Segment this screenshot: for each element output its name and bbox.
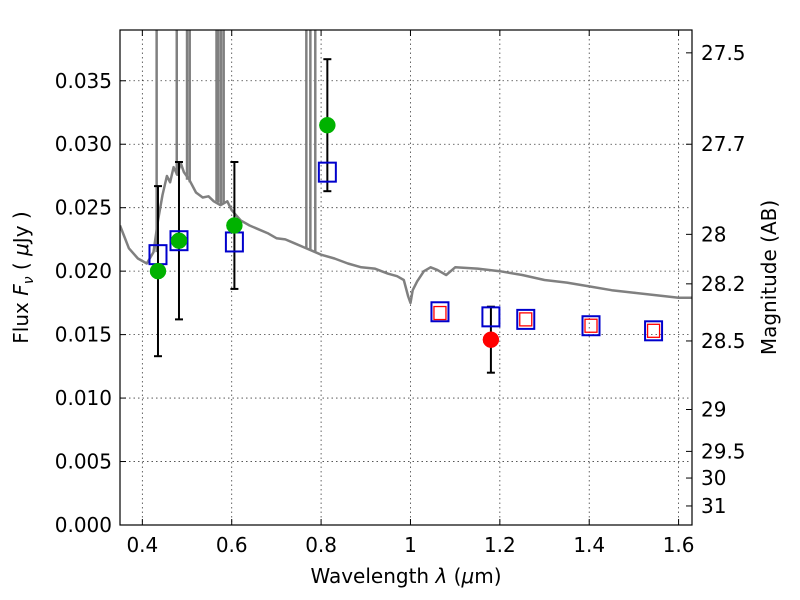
- model-square: [317, 161, 337, 183]
- data-point: [482, 331, 500, 348]
- y2-tick-label: 29: [701, 398, 726, 422]
- limit-square: [433, 305, 447, 321]
- model-square: [581, 315, 601, 337]
- y-tick-label: 0.025: [55, 196, 112, 220]
- y2-tick-label: 29.5: [701, 439, 746, 463]
- x-tick-label: 1: [404, 533, 417, 557]
- data-point: [149, 262, 167, 280]
- y-tick-label: 0.030: [55, 132, 112, 156]
- data-point: [319, 116, 336, 134]
- y-axis-label: Flux Fν ( μJy ): [9, 211, 37, 343]
- x-tick-label: 0.8: [305, 533, 337, 557]
- y2-tick-label: 28: [701, 222, 726, 246]
- y-tick-label: 0.035: [55, 69, 112, 93]
- model-square: [169, 230, 189, 252]
- x-tick-label: 0.6: [216, 533, 248, 557]
- y-tick-label: 0.005: [55, 450, 112, 474]
- x-tick-label: 1.2: [484, 533, 516, 557]
- x-tick-label: 0.4: [126, 533, 158, 557]
- y2-tick-label: 28.2: [701, 272, 746, 296]
- plot-frame: [119, 29, 693, 526]
- y-tick-label: 0.000: [55, 513, 112, 537]
- model-square: [430, 301, 450, 323]
- y2-tick-label: 28.5: [701, 329, 746, 353]
- y-tick-label: 0.015: [55, 323, 112, 347]
- model-square: [516, 308, 536, 330]
- data-point: [170, 232, 188, 249]
- y2-tick-label: 27.7: [701, 132, 746, 156]
- grid-layer: [120, 30, 692, 525]
- y-tick-label: 0.010: [55, 386, 112, 410]
- x-tick-label: 1.4: [573, 533, 605, 557]
- y2-axis-label: Magnitude (AB): [757, 200, 781, 355]
- y2-tick-label: 30: [701, 466, 726, 490]
- data-point: [226, 217, 243, 234]
- x-axis-label: Wavelength λ (μm): [310, 564, 501, 588]
- y2-tick-label: 27.5: [701, 41, 746, 65]
- limit-square: [519, 312, 533, 327]
- spectrum-layer: [120, 30, 692, 305]
- spectrum-line: [120, 162, 692, 305]
- limit-square: [646, 323, 661, 338]
- model-square: [481, 306, 501, 328]
- y-tick-label: 0.020: [55, 259, 112, 283]
- y2-tick-label: 31: [701, 494, 726, 518]
- x-tick-label: 1.6: [663, 533, 695, 557]
- model-square: [644, 320, 664, 342]
- tick-layer: 0.4 0.6 0.8 1 1.2 1.4 1.6 0.000 0.005 0.010 0.015 0…: [55, 30, 746, 557]
- marker-layer: [148, 58, 664, 374]
- limit-square: [584, 318, 598, 333]
